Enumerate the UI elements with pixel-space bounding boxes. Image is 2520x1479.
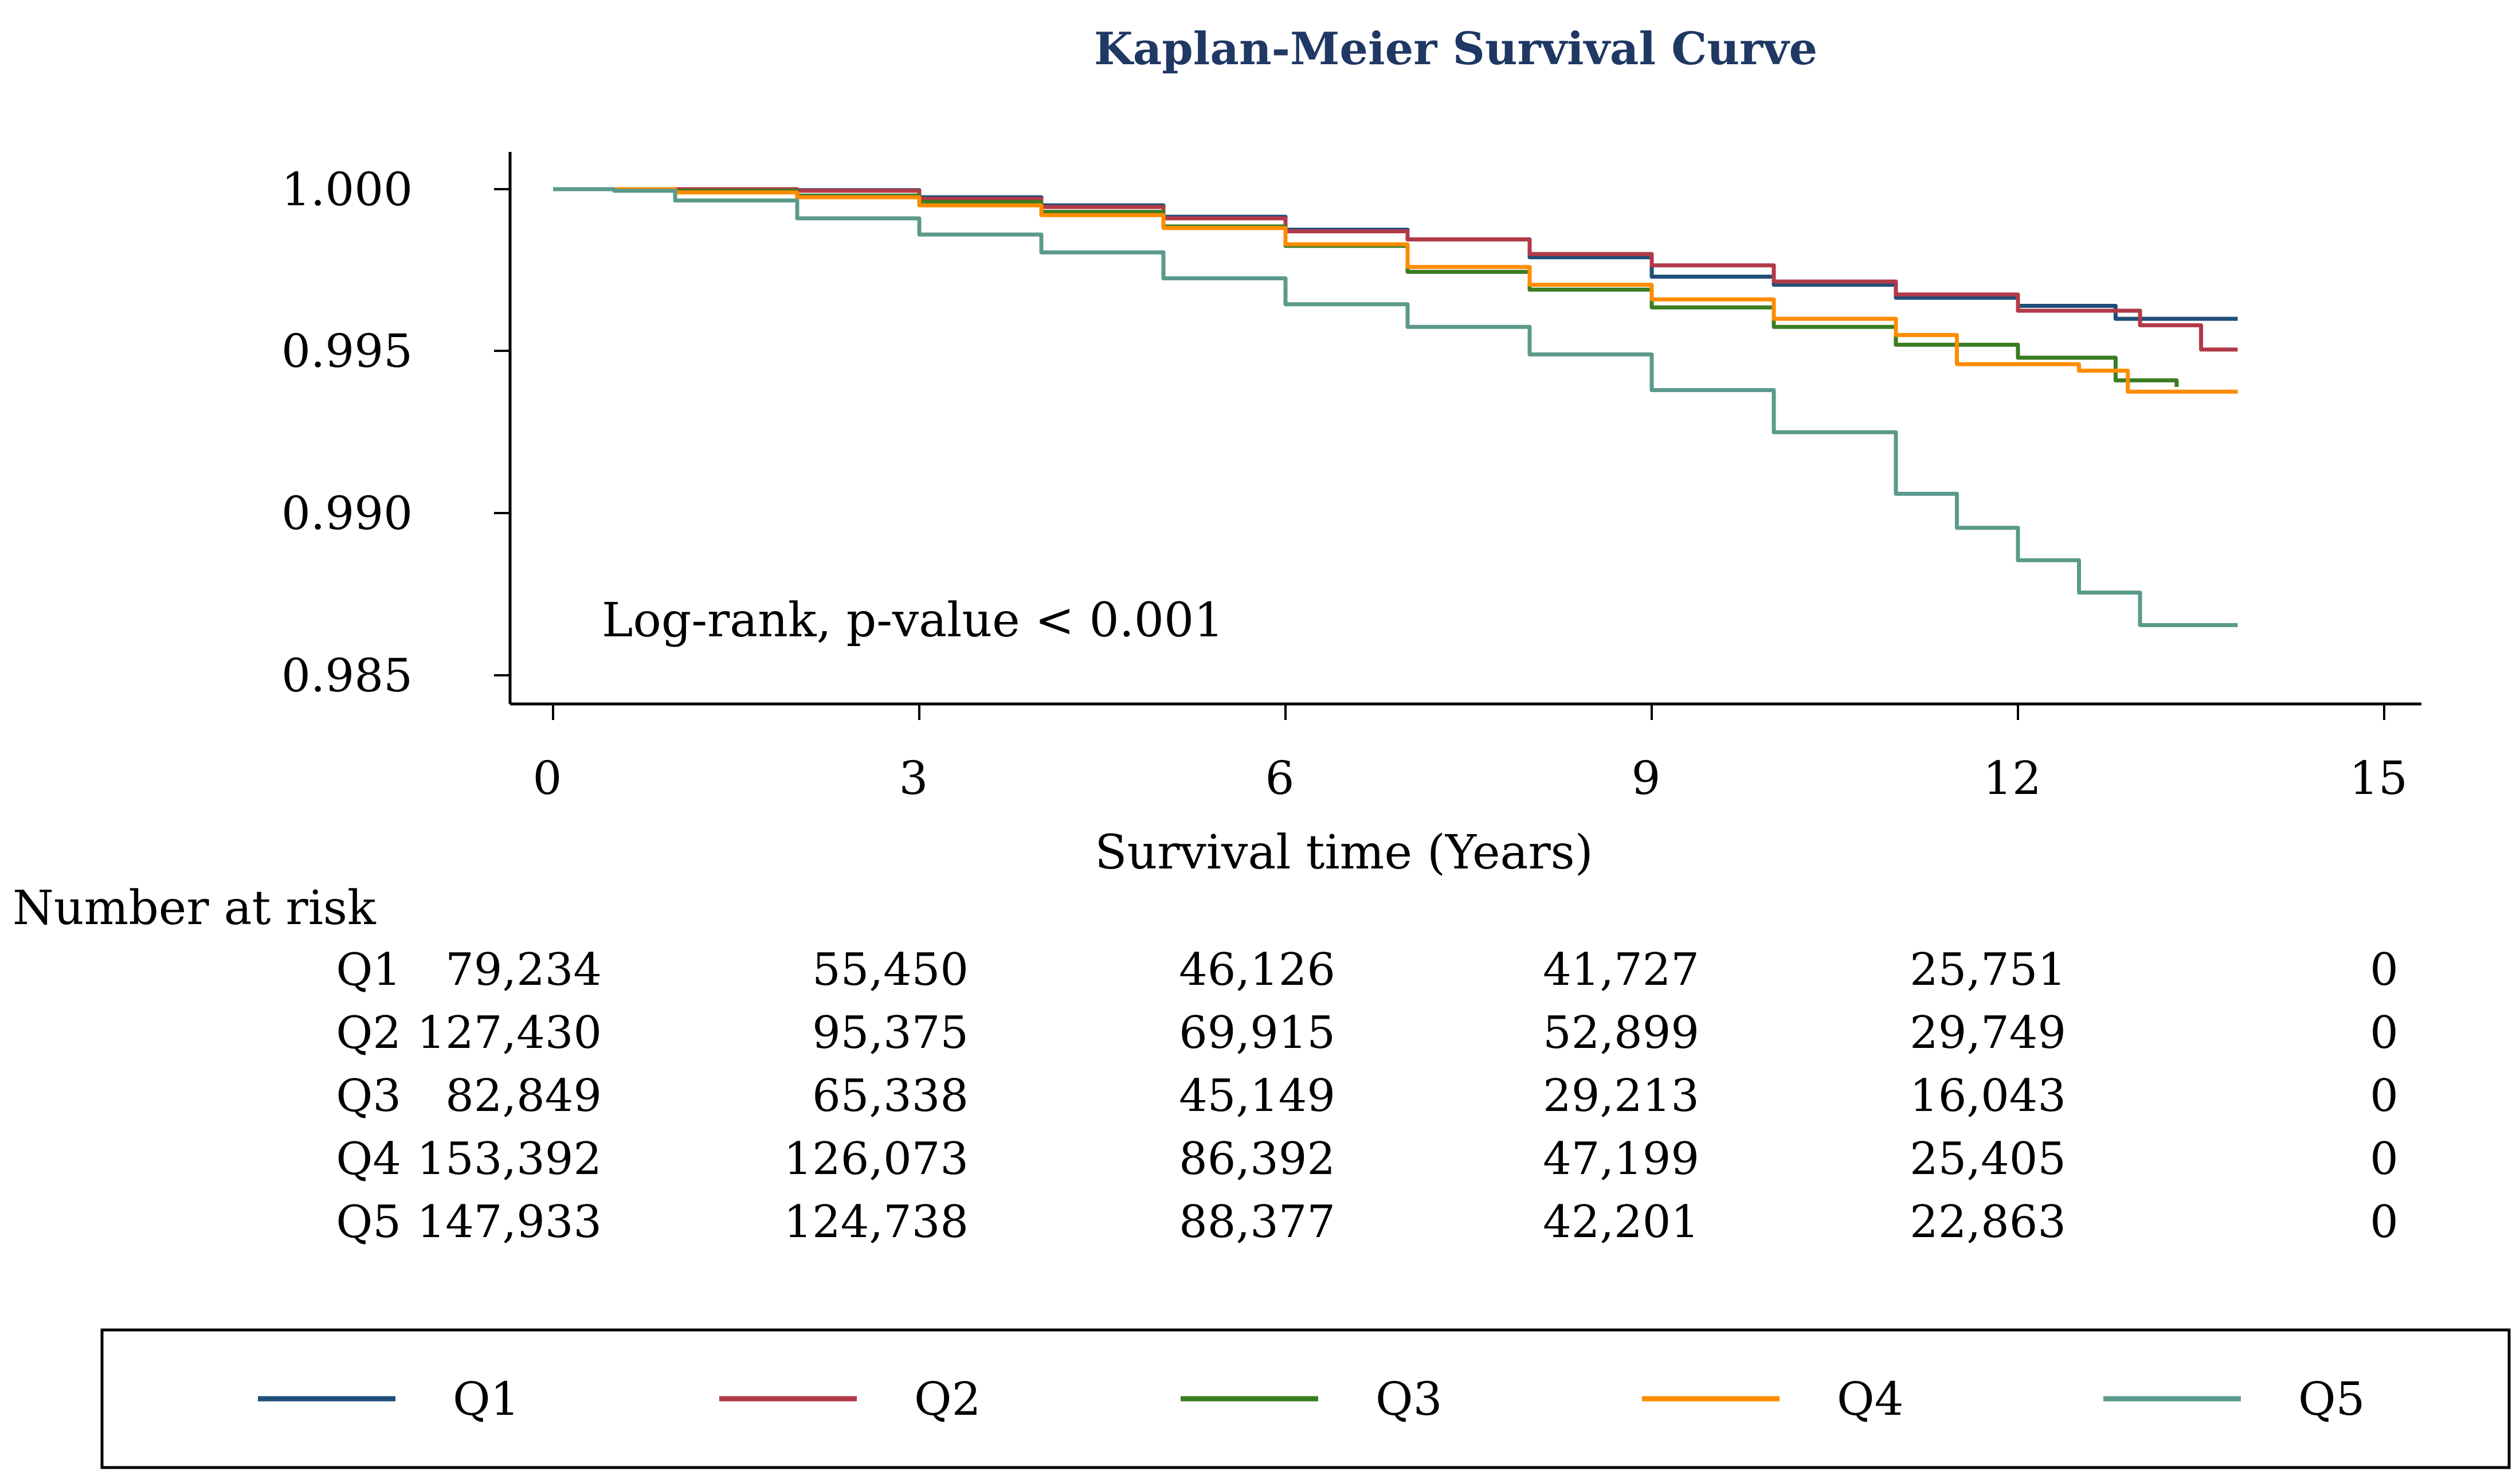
number-at-risk-table: Number at risk Q1 79,234 55,450 46,126 41,72… [13,881,2398,1248]
risk-value: 69,915 [1179,1007,1335,1059]
x-tick-label: 6 [1265,752,1295,805]
x-ticks: 0 3 6 9 12 15 [533,704,2408,805]
risk-value: 42,201 [1543,1196,1699,1248]
risk-row-label: Q1 [336,944,401,996]
y-tick-label: 0.995 [281,324,413,378]
curve-q1 [553,187,2238,321]
risk-row-label: Q4 [336,1133,401,1185]
survival-curves [553,187,2238,627]
risk-value: 86,392 [1179,1133,1335,1185]
risk-row-label: Q5 [336,1196,401,1248]
risk-value: 52,899 [1543,1007,1699,1059]
risk-row-label: Q3 [336,1070,401,1122]
x-tick-label: 15 [2349,752,2408,805]
risk-value: 47,199 [1543,1133,1699,1185]
risk-value: 153,392 [417,1133,602,1185]
y-tick-label: 1.000 [281,163,413,216]
risk-value: 126,073 [783,1133,969,1185]
risk-value: 29,213 [1543,1070,1699,1122]
x-axis-label: Survival time (Years) [1095,825,1593,880]
log-rank-annotation: Log-rank, p-value < 0.001 [602,593,1224,648]
legend-label: Q1 [453,1372,519,1426]
risk-value: 95,375 [812,1007,969,1059]
risk-value: 65,338 [812,1070,969,1122]
risk-value: 41,727 [1543,944,1699,996]
legend-label: Q5 [2298,1372,2365,1426]
risk-value: 0 [2370,1133,2398,1185]
risk-value: 79,234 [445,944,602,996]
risk-value: 147,933 [417,1196,602,1248]
risk-value: 124,738 [783,1196,969,1248]
x-tick-label: 9 [1632,752,1661,805]
risk-value: 0 [2370,1196,2398,1248]
risk-value: 46,126 [1179,944,1335,996]
risk-value: 45,149 [1179,1070,1335,1122]
axes [508,152,2421,706]
legend-label: Q3 [1375,1372,1442,1426]
risk-value: 0 [2370,944,2398,996]
y-ticks: 1.000 0.995 0.990 0.985 [281,163,510,702]
risk-value: 82,849 [445,1070,602,1122]
legend-label: Q4 [1837,1372,1903,1426]
risk-value: 29,749 [1910,1007,2066,1059]
risk-value: 88,377 [1179,1196,1335,1248]
risk-value: 0 [2370,1070,2398,1122]
y-tick-label: 0.990 [281,487,413,540]
curve-q4 [553,187,2238,394]
chart-title: Kaplan-Meier Survival Curve [1094,23,1817,75]
x-tick-label: 3 [899,752,928,805]
curve-q5 [553,187,2238,627]
x-tick-label: 0 [533,752,562,805]
risk-value: 55,450 [812,944,969,996]
risk-row-label: Q2 [336,1007,401,1059]
risk-value: 16,043 [1910,1070,2066,1122]
risk-value: 25,405 [1910,1133,2066,1185]
curve-q2 [553,187,2238,352]
risk-value: 25,751 [1910,944,2066,996]
x-tick-label: 12 [1983,752,2041,805]
legend-box [100,1328,2511,1469]
risk-value: 127,430 [417,1007,602,1059]
y-tick-label: 0.985 [281,649,413,702]
legend: Q1 Q2 Q3 Q4 Q5 [100,1328,2511,1469]
risk-value: 0 [2370,1007,2398,1059]
risk-table-heading: Number at risk [13,881,377,936]
risk-value: 22,863 [1910,1196,2066,1248]
legend-label: Q2 [914,1372,981,1426]
